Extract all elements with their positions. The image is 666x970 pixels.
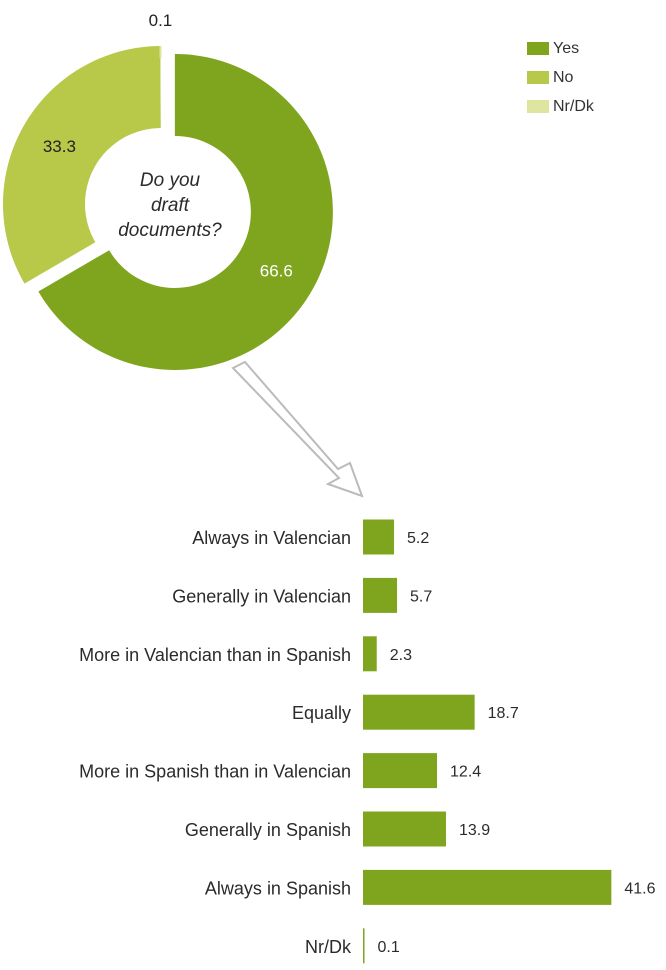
legend-label-no: No [553,69,573,87]
drilldown-arrow [233,362,362,496]
legend-item-nrdk: Nr/Dk [527,92,594,121]
legend-item-no: No [527,63,594,92]
donut-center-line-2: draft [105,193,235,218]
bar-more-in-valencian-than-in-spanish [363,636,377,671]
bar-nr-dk [363,928,365,963]
bar-more-in-spanish-than-in-valencian [363,753,437,788]
bar-category-label-always-in-valencian: Always in Valencian [192,528,351,548]
bar-category-label-generally-in-valencian: Generally in Valencian [172,586,351,606]
bar-value-label-always-in-spanish: 41.6 [624,880,655,897]
legend: Yes No Nr/Dk [527,34,594,121]
bar-category-label-nr-dk: Nr/Dk [305,937,352,957]
bar-value-label-generally-in-valencian: 5.7 [410,588,432,605]
donut-center-line-1: Do you [105,168,235,193]
legend-swatch-no [527,71,549,84]
bar-category-label-equally: Equally [292,703,351,723]
bar-chart: Always in Valencian 5.2 Generally in Valen… [79,520,655,964]
donut-slice-no [3,46,161,284]
bar-category-label-more-in-valencian-than-in-spanish: More in Valencian than in Spanish [79,645,351,665]
bar-equally [363,695,475,730]
donut-value-label-no: 33.3 [43,137,76,156]
donut-value-label-yes: 66.6 [260,261,293,280]
bar-always-in-spanish [363,870,611,905]
bar-value-label-equally: 18.7 [488,705,519,722]
bar-category-label-generally-in-spanish: Generally in Spanish [185,820,351,840]
bar-category-label-more-in-spanish-than-in-valencian: More in Spanish than in Valencian [79,762,351,782]
bar-value-label-more-in-spanish-than-in-valencian: 12.4 [450,764,481,781]
donut-center-label: Do you draft documents? [105,168,235,243]
bar-generally-in-valencian [363,578,397,613]
bar-value-label-generally-in-spanish: 13.9 [459,822,490,839]
donut-center-line-3: documents? [105,218,235,243]
bar-generally-in-spanish [363,812,446,847]
legend-swatch-yes [527,42,549,55]
bar-value-label-always-in-valencian: 5.2 [407,530,429,547]
donut-value-label-nr-dk: 0.1 [149,11,173,30]
legend-item-yes: Yes [527,34,594,63]
legend-swatch-nrdk [527,100,549,113]
legend-label-yes: Yes [553,40,579,58]
bar-value-label-nr-dk: 0.1 [378,939,400,956]
legend-label-nrdk: Nr/Dk [553,98,594,116]
arrow-shape [233,362,362,496]
bar-always-in-valencian [363,520,394,555]
bar-category-label-always-in-spanish: Always in Spanish [205,878,351,898]
bar-value-label-more-in-valencian-than-in-spanish: 2.3 [390,647,412,664]
